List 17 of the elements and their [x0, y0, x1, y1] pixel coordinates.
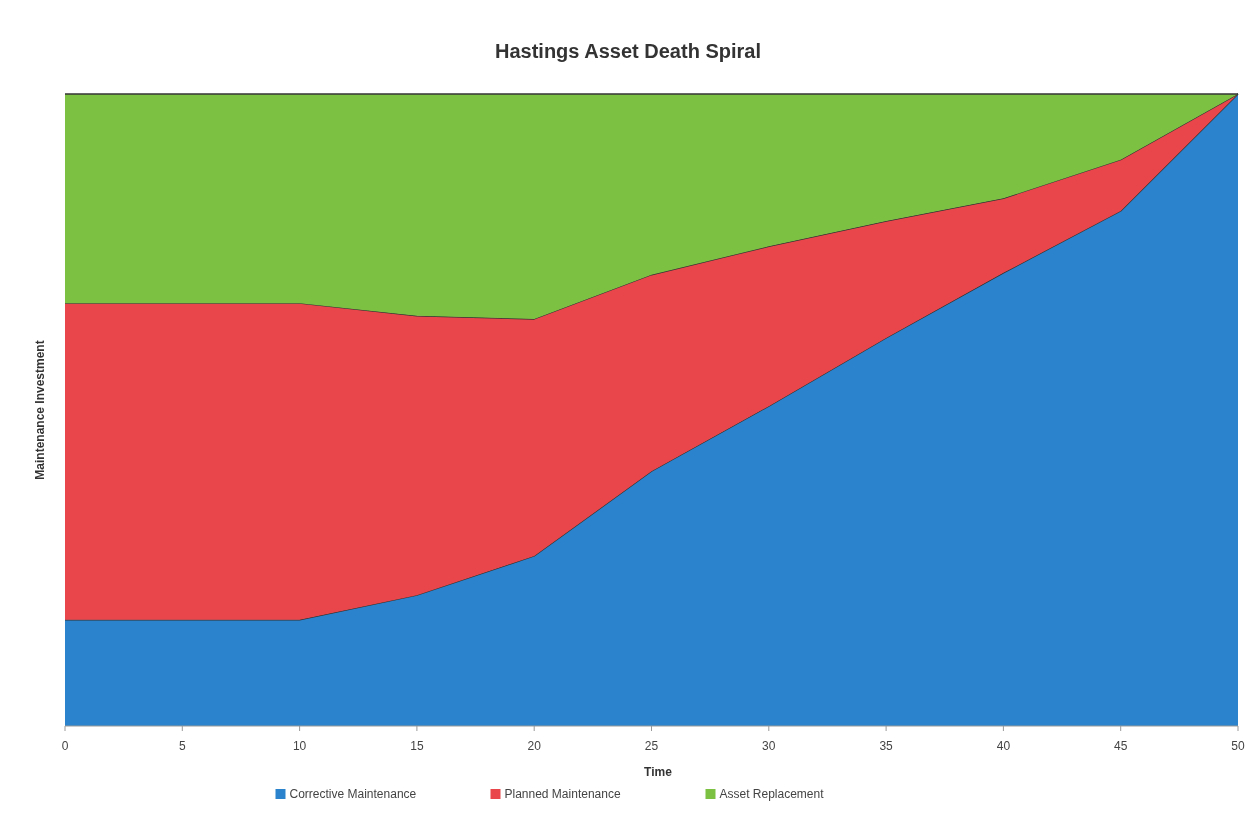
y-axis-title: Maintenance Investment: [33, 340, 47, 480]
x-tick-label: 15: [410, 739, 424, 753]
x-tick-label: 25: [644, 739, 659, 753]
x-tick-label: 10: [292, 739, 307, 753]
x-tick-label: 30: [762, 739, 776, 753]
legend-label: Planned Maintenance: [504, 787, 621, 801]
x-tick-label: 45: [1114, 739, 1128, 753]
x-tick-label: 20: [527, 739, 542, 753]
legend-label: Asset Replacement: [719, 787, 825, 801]
x-tick-label: 35: [879, 739, 894, 753]
chart-title: Hastings Asset Death Spiral: [494, 40, 762, 62]
legend-label: Corrective Maintenance: [289, 787, 417, 801]
x-axis-title: Time: [644, 765, 673, 779]
x-tick-label: 5: [178, 739, 186, 753]
x-tick-label: 0: [61, 739, 69, 753]
x-tick-label: 50: [1231, 739, 1245, 753]
x-tick-label: 40: [996, 739, 1011, 753]
